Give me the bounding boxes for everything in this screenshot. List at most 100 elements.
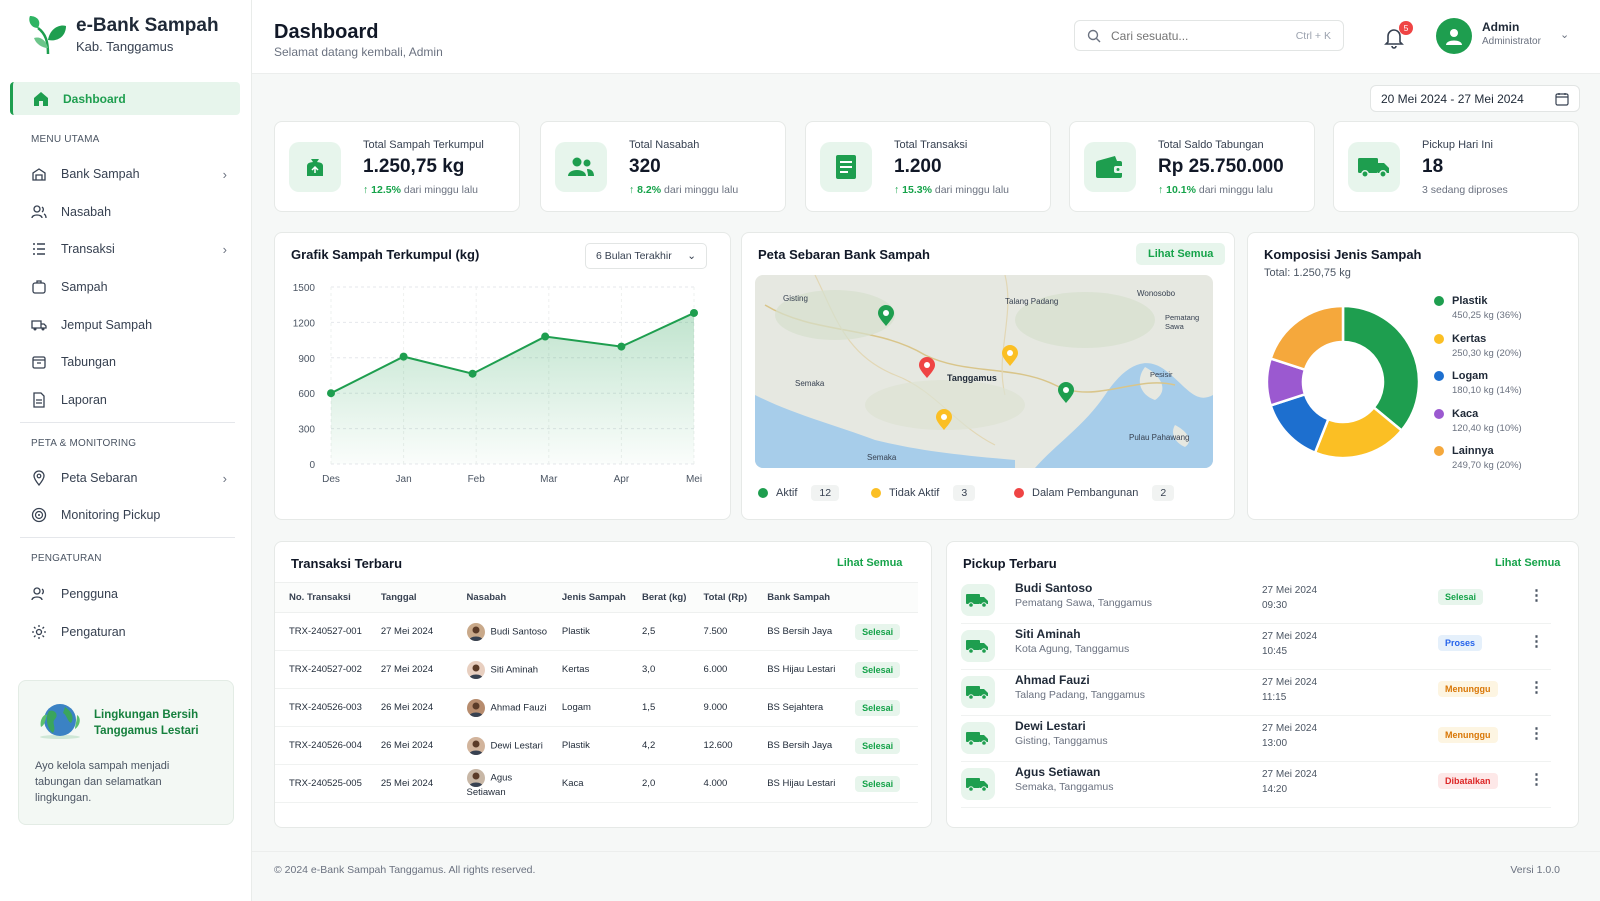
sidebar-item-jemput-sampah[interactable]: Jemput Sampah bbox=[31, 312, 227, 338]
table-cell: Kertas bbox=[547, 650, 629, 689]
more-vertical-icon[interactable]: ⋮ bbox=[1529, 679, 1544, 696]
pickup-datetime: 27 Mei 2024 11:15 bbox=[1262, 675, 1317, 705]
legend-item: Kertas 250,30 kg (20%) bbox=[1434, 333, 1522, 359]
avatar bbox=[466, 698, 485, 717]
data-point[interactable] bbox=[541, 332, 550, 341]
search-icon bbox=[1087, 29, 1101, 42]
stat-label: Total Sampah Terkumpul bbox=[363, 139, 484, 151]
search-input[interactable] bbox=[1111, 28, 1271, 43]
sidebar-item-dashboard[interactable]: Dashboard bbox=[10, 82, 240, 115]
bell-icon[interactable] bbox=[1382, 25, 1406, 49]
sidebar-item-label: Dashboard bbox=[63, 91, 126, 106]
table-cell-status: Selesai bbox=[841, 764, 918, 803]
sidebar-item-monitoring-pickup[interactable]: Monitoring Pickup bbox=[31, 502, 227, 528]
table-cell-status: Selesai bbox=[841, 612, 918, 651]
legend-dot bbox=[758, 488, 768, 498]
user-name[interactable]: Admin bbox=[1482, 20, 1520, 34]
data-point[interactable] bbox=[327, 389, 335, 398]
section-peta-monitoring: PETA & MONITORING bbox=[31, 438, 137, 449]
sidebar-item-peta-sebaran[interactable]: Peta Sebaran › bbox=[31, 465, 227, 491]
map-pin-green-icon[interactable] bbox=[1057, 382, 1075, 404]
user-icon bbox=[1446, 29, 1462, 45]
bank-icon bbox=[32, 168, 46, 181]
transactions-view-all-link[interactable]: Lihat Semua bbox=[837, 557, 903, 569]
table-cell: 2,0 bbox=[628, 764, 690, 803]
more-vertical-icon[interactable]: ⋮ bbox=[1529, 633, 1544, 650]
stat-label: Pickup Hari Ini bbox=[1422, 139, 1493, 151]
avatar[interactable] bbox=[1436, 18, 1472, 54]
recycle-bag-icon bbox=[289, 142, 341, 192]
pickup-row[interactable]: Budi Santoso Pematang Sawa, Tanggamus 27 M… bbox=[961, 578, 1551, 624]
stat-trend: ↑ 15.3% dari minggu lalu bbox=[894, 184, 1010, 196]
table-cell: 3,0 bbox=[628, 650, 690, 689]
map-label: Pematang Sawa bbox=[1165, 313, 1200, 331]
pickup-row[interactable]: Siti Aminah Kota Agung, Tanggamus 27 Mei 2… bbox=[961, 624, 1551, 670]
table-cell-status: Selesai bbox=[841, 650, 918, 689]
map-pin-yellow-icon[interactable] bbox=[1001, 345, 1019, 367]
transactions-table: No. Transaksi Tanggal Nasabah Jenis Sampah B… bbox=[275, 582, 918, 803]
map-pin-green-icon[interactable] bbox=[877, 305, 895, 327]
app-logo[interactable]: e-Bank Sampah Kab. Tanggamus bbox=[28, 14, 219, 56]
chevron-down-icon[interactable]: ⌄ bbox=[1560, 29, 1570, 41]
search-box[interactable]: Ctrl + K bbox=[1074, 20, 1344, 51]
data-point[interactable] bbox=[399, 352, 408, 361]
map-pin-yellow-icon[interactable] bbox=[935, 409, 953, 431]
table-row[interactable]: TRX-240526-003 26 Mei 2024 Ahmad Fauzi Loga… bbox=[275, 688, 918, 727]
pickups-view-all-link[interactable]: Lihat Semua bbox=[1495, 557, 1561, 569]
more-vertical-icon[interactable]: ⋮ bbox=[1529, 771, 1544, 788]
sidebar-item-pengaturan[interactable]: Pengaturan bbox=[31, 619, 227, 645]
legend-label: Kertas bbox=[1452, 332, 1487, 345]
top-header: Dashboard Selamat datang kembali, Admin … bbox=[252, 0, 1600, 74]
table-header: Jenis Sampah bbox=[547, 582, 629, 613]
sidebar-item-transaksi[interactable]: Transaksi › bbox=[31, 236, 227, 262]
pie-slice[interactable] bbox=[1341, 304, 1421, 433]
sidebar-item-pengguna[interactable]: Pengguna bbox=[31, 581, 227, 607]
map-label: Talang Padang bbox=[1005, 297, 1059, 306]
table-cell: 4,2 bbox=[628, 726, 690, 765]
map-pin-red-icon[interactable] bbox=[918, 357, 936, 379]
data-point[interactable] bbox=[468, 369, 477, 378]
sidebar-item-sampah[interactable]: Sampah bbox=[31, 274, 227, 300]
legend-value: 249,70 kg (20%) bbox=[1452, 460, 1522, 471]
pickup-time: 10:45 bbox=[1262, 646, 1288, 657]
pickup-date: 27 Mei 2024 bbox=[1262, 585, 1318, 596]
avatar bbox=[466, 769, 485, 787]
table-row[interactable]: TRX-240525-005 25 Mei 2024 Agus Setiawan Ka… bbox=[275, 764, 918, 803]
stat-trend: ↑ 8.2% dari minggu lalu bbox=[629, 184, 739, 196]
map-view[interactable]: Gisting Talang Padang Wonosobo Pematang … bbox=[755, 275, 1213, 468]
status-badge: Menunggu bbox=[1438, 727, 1498, 743]
sidebar-item-label: Tabungan bbox=[61, 355, 116, 369]
map-label: Semaka bbox=[795, 379, 825, 388]
truck-icon bbox=[961, 676, 995, 708]
stat-card-total-sampah: Total Sampah Terkumpul 1.250,75 kg ↑ 12.… bbox=[274, 121, 520, 212]
pickup-row[interactable]: Dewi Lestari Gisting, Tanggamus 27 Mei 202… bbox=[961, 716, 1551, 762]
sidebar-item-laporan[interactable]: Laporan bbox=[31, 387, 227, 413]
data-point[interactable] bbox=[690, 308, 698, 317]
y-tick-label: 1200 bbox=[293, 318, 316, 329]
chevron-down-icon: ⌄ bbox=[687, 250, 696, 262]
legend-item: Kaca 120,40 kg (10%) bbox=[1434, 408, 1522, 434]
pickup-datetime: 27 Mei 2024 09:30 bbox=[1262, 583, 1317, 613]
more-vertical-icon[interactable]: ⋮ bbox=[1529, 587, 1544, 604]
table-row[interactable]: TRX-240526-004 26 Mei 2024 Dewi Lestari Pla… bbox=[275, 726, 918, 765]
sidebar-item-label: Pengaturan bbox=[61, 625, 126, 639]
map-view-all-link[interactable]: Lihat Semua bbox=[1136, 243, 1226, 265]
table-row[interactable]: TRX-240527-002 27 Mei 2024 Siti Aminah Kert… bbox=[275, 650, 918, 689]
more-vertical-icon[interactable]: ⋮ bbox=[1529, 725, 1544, 742]
pickup-datetime: 27 Mei 2024 10:45 bbox=[1262, 629, 1317, 659]
pickup-row[interactable]: Agus Setiawan Semaka, Tanggamus 27 Mei 202… bbox=[961, 762, 1551, 808]
sidebar-item-bank-sampah[interactable]: Bank Sampah › bbox=[31, 161, 227, 187]
sidebar-item-nasabah[interactable]: Nasabah bbox=[31, 199, 227, 225]
legend-item: Lainnya 249,70 kg (20%) bbox=[1434, 445, 1522, 471]
pie-slice[interactable] bbox=[1269, 304, 1345, 372]
date-range-picker[interactable]: 20 Mei 2024 - 27 Mei 2024 bbox=[1370, 85, 1580, 112]
table-row[interactable]: TRX-240527-001 27 Mei 2024 Budi Santoso Pla… bbox=[275, 612, 918, 651]
table-header bbox=[841, 582, 918, 613]
data-point[interactable] bbox=[617, 342, 626, 351]
cell-text: Ahmad Fauzi bbox=[490, 702, 547, 714]
pickup-row[interactable]: Ahmad Fauzi Talang Padang, Tanggamus 27 Me… bbox=[961, 670, 1551, 716]
table-cell: 27 Mei 2024 bbox=[366, 612, 453, 651]
period-dropdown[interactable]: 6 Bulan Terakhir ⌄ bbox=[585, 243, 707, 269]
table-cell: 4.000 bbox=[689, 764, 754, 803]
sidebar-item-tabungan[interactable]: Tabungan bbox=[31, 349, 227, 375]
